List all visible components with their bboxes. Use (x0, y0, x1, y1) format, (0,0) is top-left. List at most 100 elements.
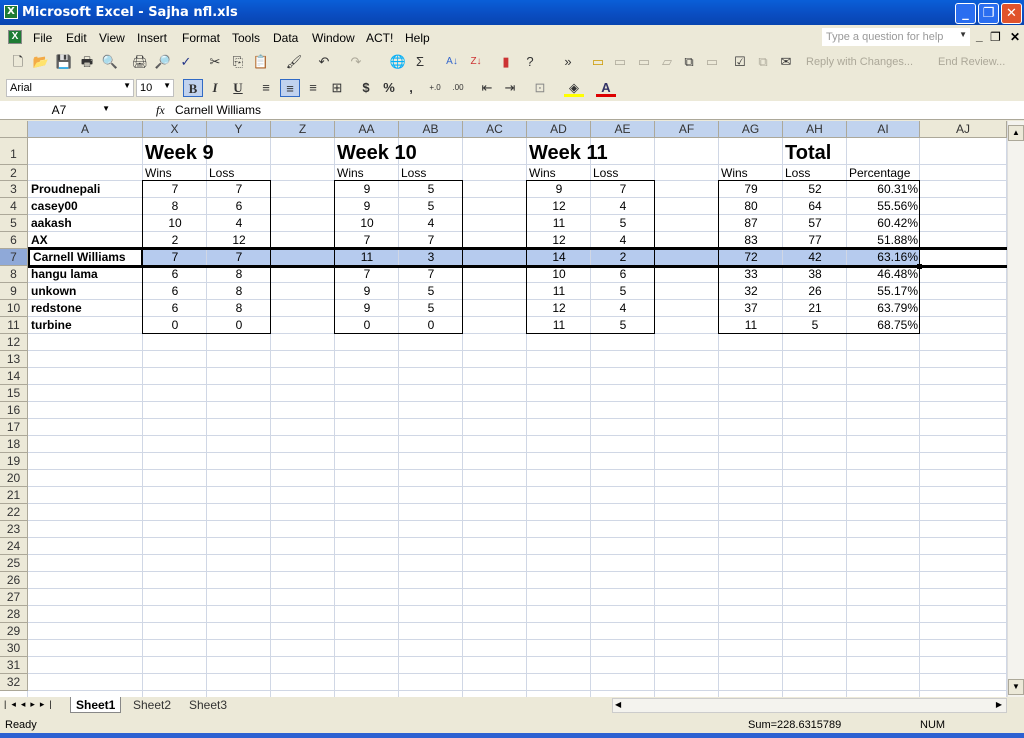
table-cell[interactable]: 0 (363, 318, 371, 332)
table-cell[interactable]: 6 (619, 267, 627, 281)
table-cell[interactable]: 37 (744, 301, 758, 315)
worksheet-grid[interactable]: A X Y Z AA AB AC AD AE AF AG AH AI AJ 1 2 3 4 5 6 7 8 9 10 11 12 1… (0, 121, 1007, 697)
table-cell[interactable]: 0 (427, 318, 435, 332)
table-cell[interactable]: 2 (619, 250, 627, 264)
row-header-29[interactable]: 29 (0, 623, 28, 640)
row-header-25[interactable]: 25 (0, 555, 28, 572)
redo-icon[interactable]: ↷ (350, 54, 362, 69)
scroll-up-button[interactable]: ▲ (1008, 125, 1024, 141)
player-name-cell[interactable]: Carnell Williams (33, 250, 126, 264)
table-cell[interactable]: 60.31% (877, 182, 918, 196)
table-cell[interactable]: 5 (427, 182, 435, 196)
column-header-y[interactable]: Y (207, 121, 271, 138)
row-header-32[interactable]: 32 (0, 674, 28, 691)
table-cell[interactable]: 6 (235, 199, 243, 213)
row-header-11[interactable]: 11 (0, 317, 28, 334)
column-header-af[interactable]: AF (655, 121, 719, 138)
menu-act[interactable]: ACT! (366, 31, 394, 45)
doc-restore-button[interactable]: ❐ (990, 30, 1001, 44)
column-header-ad[interactable]: AD (527, 121, 591, 138)
bold-button[interactable]: B (183, 79, 203, 97)
table-cell[interactable]: 72 (744, 250, 758, 264)
table-cell[interactable]: 0 (235, 318, 243, 332)
print-icon[interactable]: 🖨 (131, 54, 149, 69)
vertical-scrollbar[interactable]: ▲ ▼ (1007, 121, 1024, 697)
insert-function-icon[interactable]: fx (156, 103, 165, 117)
font-size-select[interactable]: 10 ▼ (136, 79, 174, 97)
row-header-31[interactable]: 31 (0, 657, 28, 674)
row-header-13[interactable]: 13 (0, 351, 28, 368)
close-button[interactable]: ✕ (1001, 3, 1022, 24)
row-header-15[interactable]: 15 (0, 385, 28, 402)
row-header-19[interactable]: 19 (0, 453, 28, 470)
table-cell[interactable]: 6 (171, 301, 179, 315)
player-name-cell[interactable]: unkown (31, 284, 77, 298)
table-cell[interactable]: 9 (363, 301, 371, 315)
row-header-9[interactable]: 9 (0, 283, 28, 300)
row-header-26[interactable]: 26 (0, 572, 28, 589)
sort-ascending-icon[interactable]: A↓ (446, 56, 458, 67)
menu-data[interactable]: Data (273, 31, 299, 45)
table-cell[interactable]: 8 (235, 301, 243, 315)
scroll-down-button[interactable]: ▼ (1008, 679, 1024, 695)
table-cell[interactable]: 64 (808, 199, 822, 213)
table-cell[interactable]: 7 (171, 182, 179, 196)
table-cell[interactable]: 11 (744, 318, 758, 332)
table-cell[interactable]: 12 (232, 233, 246, 247)
preview-icon[interactable]: 🔎 (154, 54, 172, 69)
table-cell[interactable]: 4 (619, 199, 627, 213)
table-cell[interactable]: 11 (552, 216, 566, 230)
player-name-cell[interactable]: hangu lama (31, 267, 98, 281)
player-name-cell[interactable]: turbine (31, 318, 72, 332)
table-cell[interactable]: 14 (552, 250, 566, 264)
table-cell[interactable]: 7 (427, 267, 435, 281)
font-name-select[interactable]: Arial ▼ (6, 79, 134, 97)
doc-close-button[interactable]: ✕ (1010, 30, 1021, 44)
row-header-24[interactable]: 24 (0, 538, 28, 555)
align-right-icon[interactable]: ≡ (309, 80, 317, 95)
save-icon[interactable]: 💾 (55, 54, 73, 69)
column-header-a[interactable]: A (28, 121, 143, 138)
table-cell[interactable]: 26 (808, 284, 822, 298)
table-cell[interactable]: 57 (808, 216, 822, 230)
menu-help[interactable]: Help (405, 31, 430, 45)
row-header-28[interactable]: 28 (0, 606, 28, 623)
chart-wizard-icon[interactable]: ▮ (502, 54, 510, 69)
currency-button[interactable]: $ (362, 80, 370, 95)
table-cell[interactable]: 55.17% (877, 284, 918, 298)
table-cell[interactable]: 5 (427, 199, 435, 213)
scroll-left-button[interactable]: ◀ (615, 700, 622, 709)
table-cell[interactable]: 12 (552, 233, 566, 247)
permission-icon[interactable]: 🖶 (80, 54, 94, 69)
table-cell[interactable]: 5 (427, 284, 435, 298)
table-cell[interactable]: 8 (235, 267, 243, 281)
row-header-23[interactable]: 23 (0, 521, 28, 538)
copy-icon[interactable]: ⎘ (232, 54, 244, 69)
workbook-icon[interactable]: X (8, 30, 22, 44)
format-painter-icon[interactable]: 🖌 (285, 54, 303, 69)
cut-icon[interactable]: ✂ (209, 54, 221, 69)
table-cell[interactable]: 7 (235, 182, 243, 196)
menu-edit[interactable]: Edit (66, 31, 87, 45)
table-cell[interactable]: 21 (808, 301, 822, 315)
player-name-cell[interactable]: aakash (31, 216, 72, 230)
table-cell[interactable]: 12 (552, 199, 566, 213)
percent-button[interactable]: % (383, 80, 395, 95)
row-header-17[interactable]: 17 (0, 419, 28, 436)
player-name-cell[interactable]: AX (31, 233, 48, 247)
table-cell[interactable]: 7 (363, 267, 371, 281)
row-header-7[interactable]: 7 (0, 249, 28, 266)
undo-icon[interactable]: ↶ (318, 54, 330, 69)
decrease-decimal-icon[interactable]: .00 (452, 83, 464, 92)
sort-descending-icon[interactable]: Z↓ (470, 56, 482, 67)
table-cell[interactable]: 80 (744, 199, 758, 213)
table-cell[interactable]: 79 (744, 182, 758, 196)
row-header-20[interactable]: 20 (0, 470, 28, 487)
table-cell[interactable]: 4 (427, 216, 435, 230)
paste-icon[interactable]: 📋 (252, 54, 270, 69)
table-cell[interactable]: 9 (363, 182, 371, 196)
table-cell[interactable]: 87 (744, 216, 758, 230)
table-cell[interactable]: 55.56% (877, 199, 918, 213)
show-all-comments-icon[interactable]: ⧉ (684, 54, 694, 69)
row-header-22[interactable]: 22 (0, 504, 28, 521)
